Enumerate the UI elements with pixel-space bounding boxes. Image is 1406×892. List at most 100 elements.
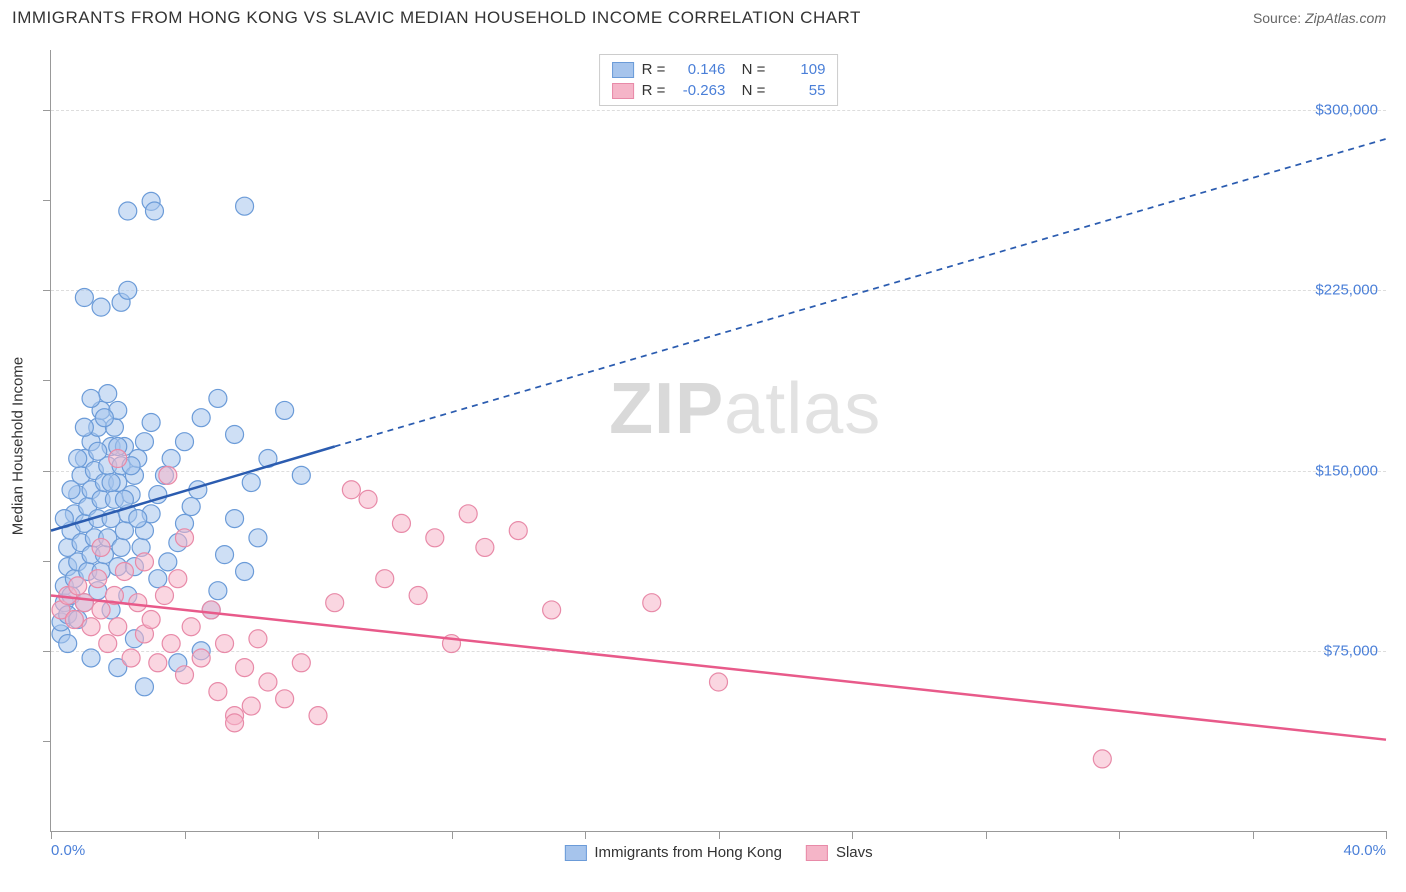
x-tick	[452, 831, 453, 839]
scatter-point	[359, 490, 377, 508]
y-tick	[43, 471, 51, 472]
x-axis-end-label: 40.0%	[1343, 842, 1386, 859]
scatter-point	[236, 659, 254, 677]
legend-r-label: R =	[642, 82, 666, 99]
series-legend-item: Immigrants from Hong Kong	[564, 844, 782, 861]
scatter-point	[62, 481, 80, 499]
scatter-point	[236, 562, 254, 580]
scatter-point	[75, 594, 93, 612]
legend-n-label: N =	[733, 82, 765, 99]
scatter-point	[119, 202, 137, 220]
scatter-point	[326, 594, 344, 612]
scatter-point	[142, 611, 160, 629]
y-axis-title: Median Household Income	[10, 357, 27, 535]
scatter-point	[226, 425, 244, 443]
y-tick	[43, 561, 51, 562]
scatter-point	[209, 389, 227, 407]
y-tick	[43, 741, 51, 742]
x-tick	[986, 831, 987, 839]
scatter-point	[342, 481, 360, 499]
x-tick	[1386, 831, 1387, 839]
scatter-point	[182, 498, 200, 516]
correlation-legend-row: R = 0.146 N = 109	[612, 59, 826, 80]
scatter-point	[226, 714, 244, 732]
scatter-point	[135, 553, 153, 571]
scatter-point	[92, 538, 110, 556]
scatter-point	[89, 570, 107, 588]
scatter-point	[142, 413, 160, 431]
scatter-point	[249, 630, 267, 648]
scatter-point	[276, 690, 294, 708]
trend-line-extrapolated	[335, 139, 1386, 447]
x-tick	[852, 831, 853, 839]
x-tick	[1119, 831, 1120, 839]
correlation-legend-row: R = -0.263 N = 55	[612, 80, 826, 101]
scatter-point	[135, 433, 153, 451]
scatter-point	[236, 197, 254, 215]
scatter-point	[102, 474, 120, 492]
scatter-point	[99, 385, 117, 403]
series-legend-label: Slavs	[836, 844, 873, 861]
scatter-point	[509, 522, 527, 540]
x-tick	[719, 831, 720, 839]
x-tick	[585, 831, 586, 839]
x-tick	[51, 831, 52, 839]
scatter-point	[376, 570, 394, 588]
series-legend-label: Immigrants from Hong Kong	[594, 844, 782, 861]
scatter-point	[209, 683, 227, 701]
legend-n-label: N =	[733, 61, 765, 78]
scatter-point	[92, 298, 110, 316]
scatter-point	[192, 649, 210, 667]
series-legend-item: Slavs	[806, 844, 873, 861]
scatter-point	[92, 601, 110, 619]
source-value: ZipAtlas.com	[1305, 10, 1386, 26]
legend-n-value: 109	[773, 61, 825, 78]
scatter-point	[309, 707, 327, 725]
scatter-point	[129, 594, 147, 612]
scatter-point	[145, 202, 163, 220]
legend-r-value: 0.146	[673, 61, 725, 78]
scatter-point	[109, 450, 127, 468]
scatter-point	[176, 666, 194, 684]
scatter-point	[216, 546, 234, 564]
y-tick	[43, 290, 51, 291]
scatter-point	[176, 433, 194, 451]
chart-header: IMMIGRANTS FROM HONG KONG VS SLAVIC MEDI…	[0, 0, 1406, 28]
scatter-point	[59, 635, 77, 653]
scatter-point	[95, 409, 113, 427]
legend-swatch	[564, 845, 586, 861]
scatter-point	[459, 505, 477, 523]
scatter-point	[99, 635, 117, 653]
source-label: Source:	[1253, 10, 1301, 26]
scatter-point	[1093, 750, 1111, 768]
chart-title: IMMIGRANTS FROM HONG KONG VS SLAVIC MEDI…	[12, 8, 861, 28]
scatter-point	[112, 538, 130, 556]
x-tick	[185, 831, 186, 839]
scatter-point	[249, 529, 267, 547]
scatter-point	[75, 418, 93, 436]
scatter-point	[69, 577, 87, 595]
scatter-point	[109, 618, 127, 636]
x-tick	[318, 831, 319, 839]
legend-r-label: R =	[642, 61, 666, 78]
scatter-point	[169, 570, 187, 588]
scatter-point	[182, 618, 200, 636]
scatter-point	[162, 635, 180, 653]
scatter-point	[89, 442, 107, 460]
y-tick	[43, 380, 51, 381]
legend-r-value: -0.263	[673, 82, 725, 99]
y-tick	[43, 651, 51, 652]
scatter-point	[129, 510, 147, 528]
scatter-point	[710, 673, 728, 691]
scatter-point	[65, 611, 83, 629]
scatter-point	[82, 618, 100, 636]
series-legend: Immigrants from Hong Kong Slavs	[564, 844, 872, 861]
legend-n-value: 55	[773, 82, 825, 99]
legend-swatch	[612, 62, 634, 78]
chart-plot-area: ZIPatlas $75,000$150,000$225,000$300,000…	[50, 50, 1386, 832]
legend-swatch	[612, 83, 634, 99]
scatter-point	[292, 466, 310, 484]
scatter-point	[216, 635, 234, 653]
scatter-point	[643, 594, 661, 612]
scatter-point	[135, 678, 153, 696]
